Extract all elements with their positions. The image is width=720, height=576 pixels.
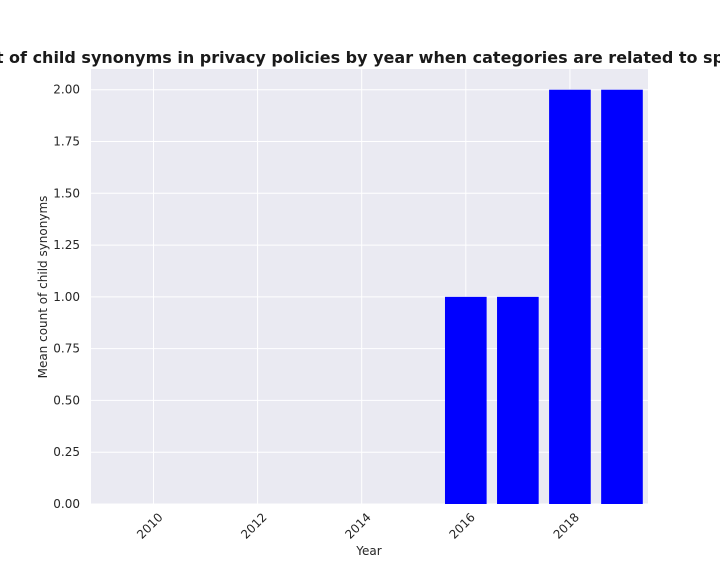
chart-title: Mean count of child synonyms in privacy … — [0, 48, 720, 67]
y-tick-label: 0.25 — [53, 445, 80, 459]
bar-2019 — [601, 89, 643, 504]
y-tick-label: 1.75 — [53, 135, 80, 149]
x-axis-label: Year — [355, 544, 381, 558]
y-tick-label: 1.25 — [53, 238, 80, 252]
x-tick-label: 2018 — [551, 510, 582, 541]
bar-2018 — [549, 89, 591, 504]
y-tick-label: 2.00 — [53, 83, 80, 97]
x-tick-label: 2014 — [342, 510, 373, 541]
y-tick-label: 0.50 — [53, 393, 80, 407]
y-axis-label: Mean count of child synonyms — [36, 196, 50, 379]
y-tick-label: 0.00 — [53, 497, 80, 511]
y-tick-label: 0.75 — [53, 342, 80, 356]
x-tick-label: 2016 — [446, 510, 477, 541]
bar-2017 — [497, 296, 539, 504]
y-tick-labels: 0.00 0.25 0.50 0.75 1.00 1.25 1.50 1.75 2.00 — [53, 83, 80, 511]
bar-2016 — [444, 296, 487, 504]
y-tick-label: 1.00 — [53, 290, 80, 304]
y-tick-label: 1.50 — [53, 186, 80, 200]
bars — [444, 89, 643, 504]
x-tick-labels: 2010 2012 2014 2016 2018 — [134, 510, 582, 541]
x-tick-label: 2012 — [238, 510, 269, 541]
x-tick-label: 2010 — [134, 510, 165, 541]
